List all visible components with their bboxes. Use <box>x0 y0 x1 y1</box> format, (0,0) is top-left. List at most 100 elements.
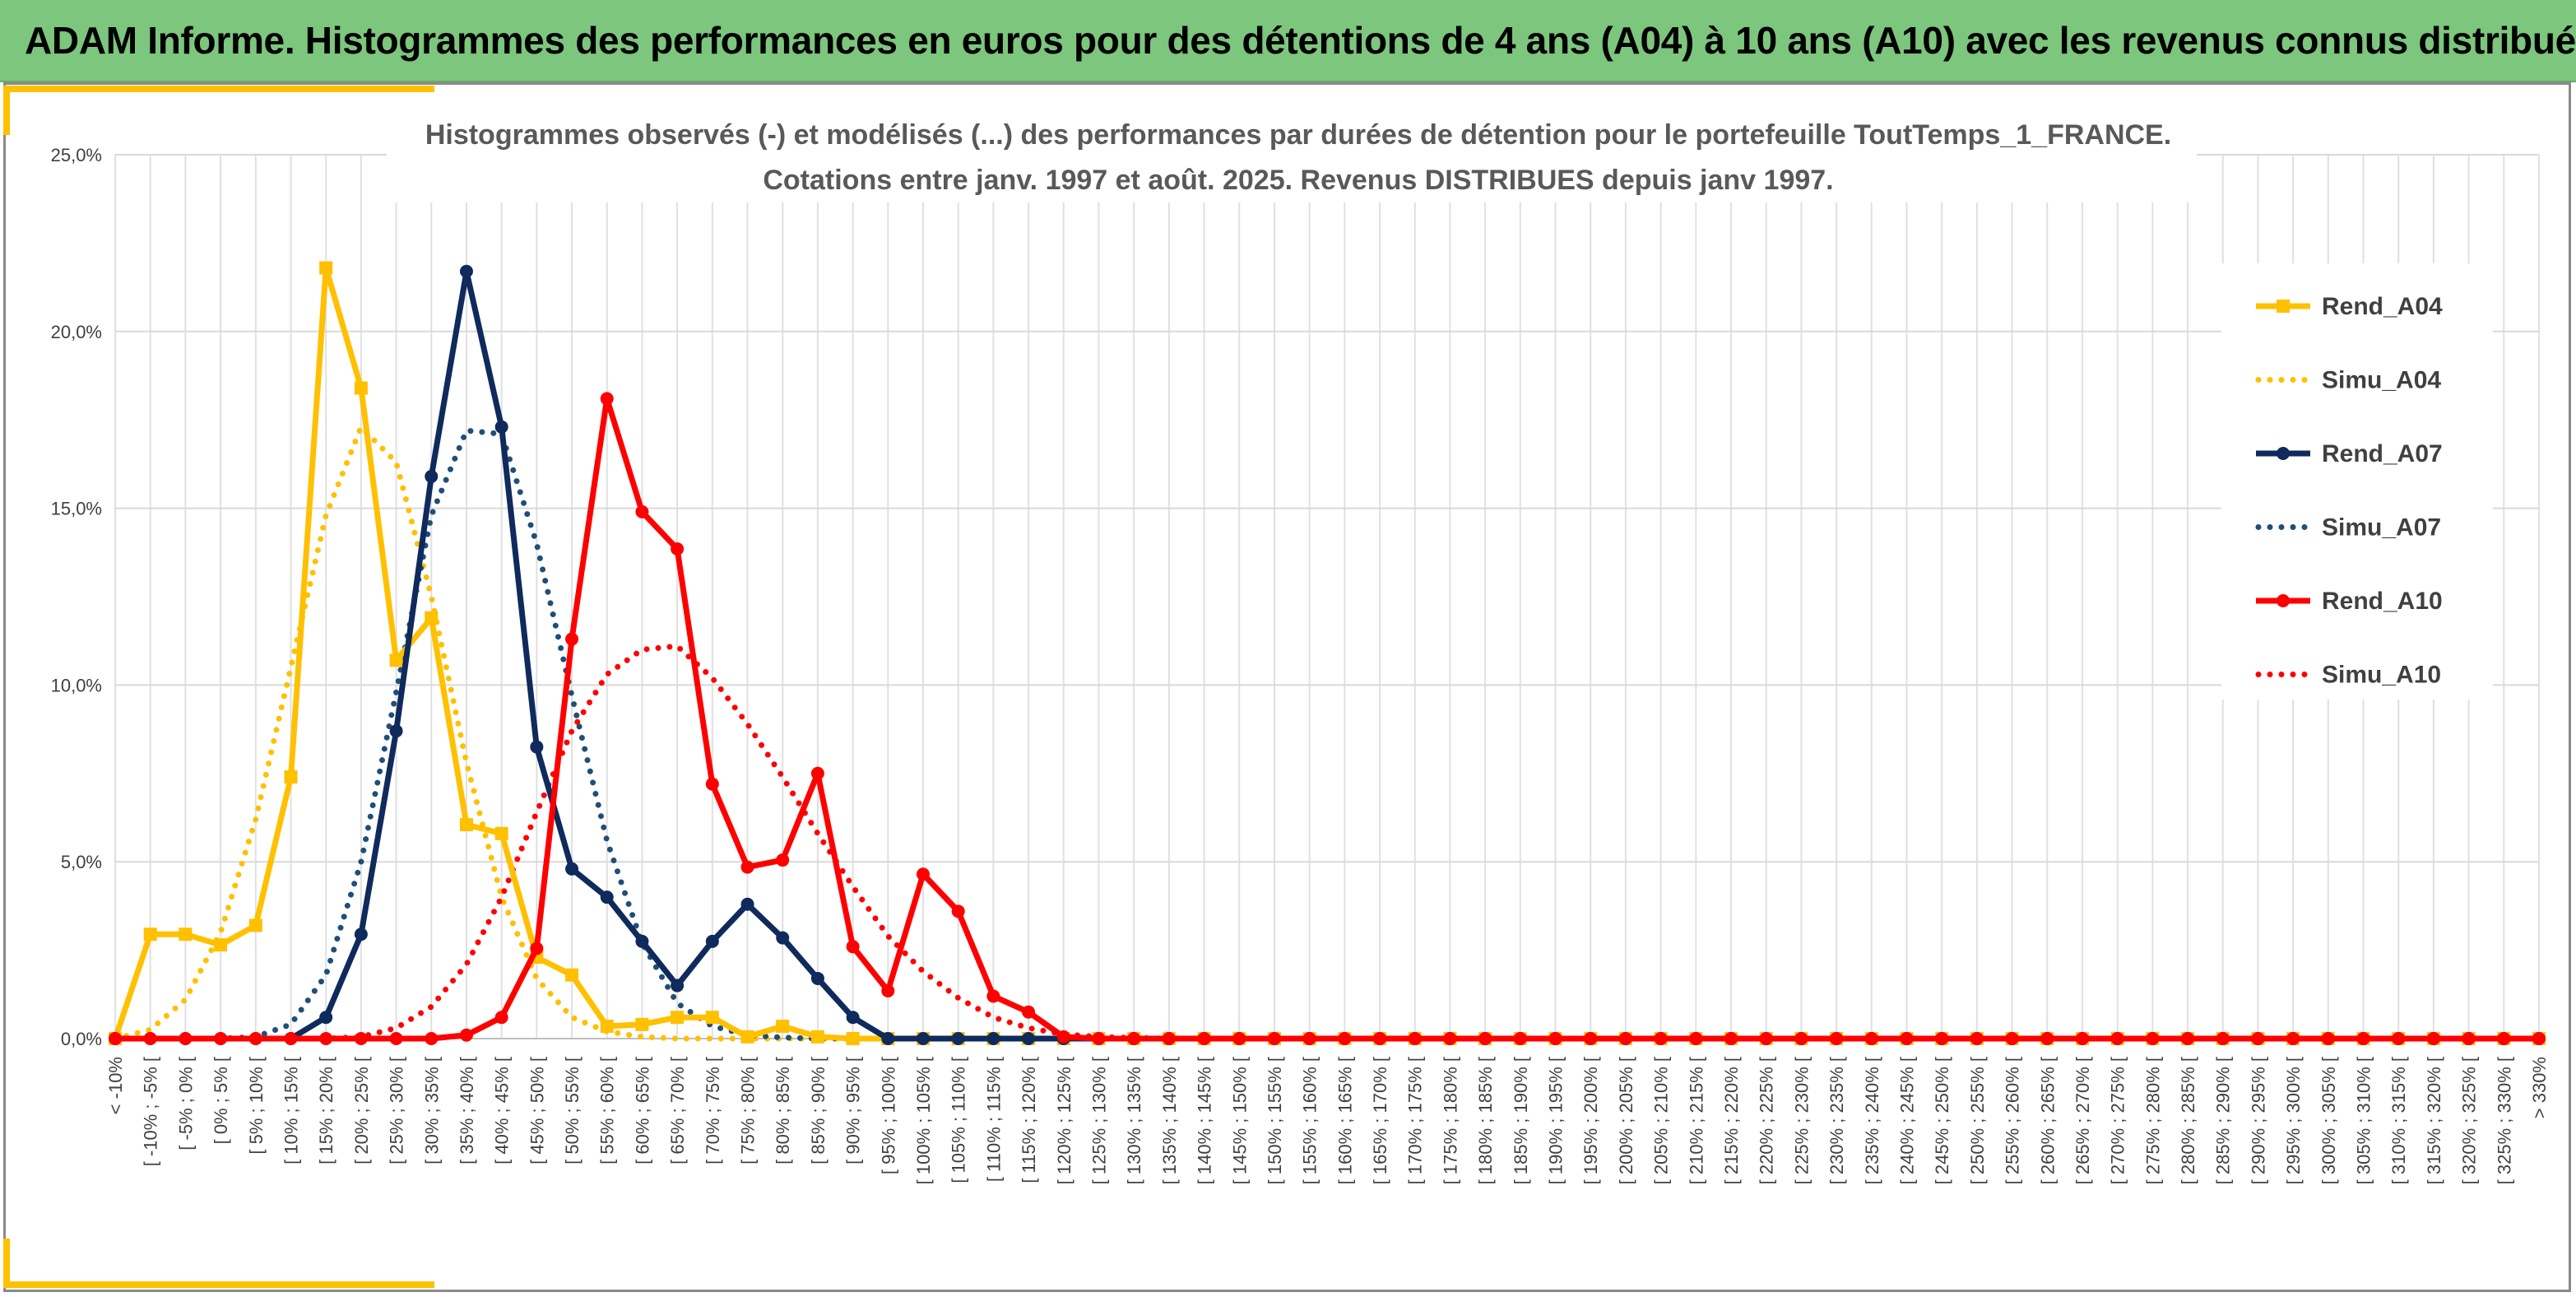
data-point <box>389 724 403 738</box>
data-point <box>917 867 930 881</box>
series-Rend_A07 <box>109 264 2546 1045</box>
x-tick-label: [ 90% ; 95% [ <box>843 1057 864 1165</box>
data-point <box>1267 1032 1281 1045</box>
x-tick-label: [ 5% ; 10% [ <box>246 1057 267 1155</box>
legend-marker <box>2277 594 2290 607</box>
data-point <box>425 469 439 483</box>
data-point <box>1900 1032 1914 1045</box>
data-point <box>284 770 298 784</box>
x-tick-label: [ 130% ; 135% [ <box>1124 1057 1144 1184</box>
series-Simu_A07 <box>112 427 2542 1042</box>
data-point <box>319 261 333 275</box>
data-point <box>179 1032 193 1045</box>
legend-marker <box>2277 447 2290 460</box>
chart-title-block: Histogrammes observés (-) et modélisés (… <box>387 109 2197 202</box>
series-line <box>112 265 2539 1042</box>
data-point <box>565 968 579 982</box>
data-point <box>740 1030 754 1044</box>
data-point <box>810 1030 824 1044</box>
data-point <box>1584 1032 1598 1045</box>
data-point <box>1022 1005 1036 1019</box>
data-point <box>810 766 824 780</box>
data-point <box>214 938 228 952</box>
data-point <box>951 904 965 918</box>
data-point <box>846 1011 860 1025</box>
data-point <box>389 653 403 667</box>
data-point <box>2356 1032 2370 1045</box>
accent-bar-top-left <box>3 86 10 135</box>
data-point <box>1338 1032 1352 1045</box>
x-tick-label: [ 295% ; 300% [ <box>2283 1057 2304 1184</box>
x-tick-label: [ 20% ; 25% [ <box>351 1057 372 1165</box>
data-point <box>810 971 824 985</box>
data-point <box>1759 1032 1773 1045</box>
series-Simu_A04 <box>112 424 2542 1042</box>
x-tick-label: [ 305% ; 310% [ <box>2354 1057 2374 1184</box>
x-tick-label: [ 0% ; 5% [ <box>211 1057 231 1144</box>
data-point <box>109 1032 122 1045</box>
legend-label: Simu_A04 <box>2322 367 2441 394</box>
x-tick-label: [ 65% ; 70% [ <box>667 1057 688 1165</box>
data-point <box>459 818 473 832</box>
data-point <box>846 1032 860 1045</box>
x-tick-label: [ 35% ; 40% [ <box>457 1057 477 1165</box>
x-tick-label: [ 185% ; 190% [ <box>1511 1057 1531 1184</box>
x-tick-label: [ 160% ; 165% [ <box>1334 1057 1355 1184</box>
x-tick-label: [ 10% ; 15% [ <box>281 1057 301 1165</box>
x-tick-label: [ 230% ; 235% [ <box>1826 1057 1847 1184</box>
legend-label: Rend_A10 <box>2322 588 2443 615</box>
data-point <box>354 1032 368 1045</box>
x-tick-label: [ -10% ; -5% [ <box>141 1057 161 1166</box>
data-point <box>776 1019 790 1033</box>
chart-legend: Rend_A04 Simu_A04 Rend_A07 Simu_A07 Rend_A10… <box>2221 263 2493 700</box>
x-tick-label: [ 125% ; 130% [ <box>1088 1057 1109 1184</box>
data-point <box>530 740 544 754</box>
data-point <box>705 1011 719 1025</box>
data-point <box>1724 1032 1738 1045</box>
data-point <box>354 927 368 941</box>
data-point <box>635 1017 649 1031</box>
chart-title-line-2: Cotations entre janv. 1997 et août. 2025… <box>763 165 1833 196</box>
data-point <box>494 420 508 434</box>
data-point <box>1935 1032 1949 1045</box>
x-tick-label: [ 80% ; 85% [ <box>773 1057 793 1165</box>
y-tick-label: 20,0% <box>51 322 102 342</box>
x-tick-label: [ 175% ; 180% [ <box>1440 1057 1460 1184</box>
data-point <box>2532 1032 2546 1045</box>
data-point <box>214 1032 228 1045</box>
x-tick-label: [ 95% ; 100% [ <box>878 1057 898 1174</box>
x-tick-label: [ 55% ; 60% [ <box>597 1057 618 1165</box>
series-Rend_A04 <box>109 261 2546 1045</box>
x-tick-label: [ 290% ; 295% [ <box>2248 1057 2268 1184</box>
data-point <box>740 860 754 874</box>
data-point <box>2181 1032 2195 1045</box>
data-point <box>1830 1032 1844 1045</box>
data-point <box>2110 1032 2124 1045</box>
accent-bar-bottom <box>7 1281 434 1288</box>
data-point <box>986 989 1000 1003</box>
data-point <box>425 1032 439 1045</box>
x-tick-label: [ 255% ; 260% [ <box>2003 1057 2023 1184</box>
y-tick-label: 25,0% <box>51 145 102 165</box>
data-point <box>565 632 579 646</box>
x-tick-label: [ 190% ; 195% [ <box>1546 1057 1566 1184</box>
data-point <box>917 1032 930 1045</box>
x-axis-ticks: < -10% [ -10% ; -5% [[ -5% ; 0% [[ 0% ; 5… <box>105 1057 2550 1184</box>
data-point <box>143 1032 157 1045</box>
data-point <box>319 1032 333 1045</box>
x-tick-label: [ 240% ; 245% [ <box>1896 1057 1917 1184</box>
x-tick-label: [ 100% ; 105% [ <box>913 1057 934 1184</box>
data-point <box>2497 1032 2511 1045</box>
legend-label: Simu_A10 <box>2322 662 2441 689</box>
series-line <box>115 395 2539 1042</box>
x-tick-label: [ 165% ; 170% [ <box>1370 1057 1390 1184</box>
y-tick-label: 0,0% <box>61 1029 102 1049</box>
data-point <box>284 1032 298 1045</box>
x-tick-label: [ 310% ; 315% [ <box>2388 1057 2409 1184</box>
x-tick-label: [ 315% ; 320% [ <box>2424 1057 2444 1184</box>
data-point <box>179 927 193 941</box>
data-point <box>635 504 649 518</box>
data-point <box>705 934 719 948</box>
x-tick-label: [ 135% ; 140% [ <box>1159 1057 1180 1184</box>
x-tick-label: [ 320% ; 325% [ <box>2459 1057 2480 1184</box>
